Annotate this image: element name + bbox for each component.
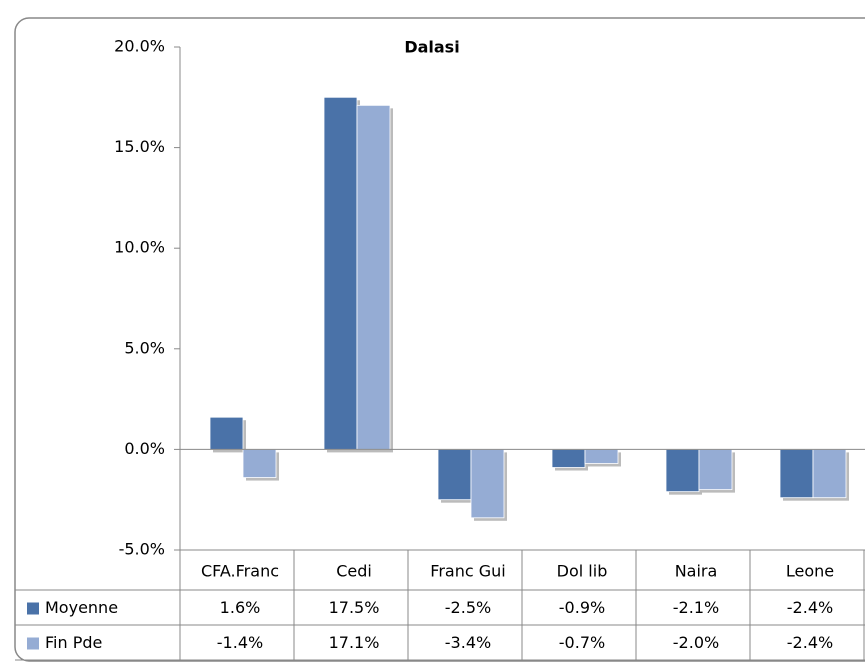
data-label: -2.0% (673, 633, 719, 652)
legend-label: Moyenne (45, 598, 118, 617)
bar (551, 448, 586, 468)
x-tick-label: Leone (786, 562, 834, 581)
legend-label: Fin Pde (45, 633, 102, 652)
bar (323, 96, 358, 450)
data-label: -0.9% (559, 598, 605, 617)
data-label: 17.5% (329, 598, 380, 617)
chart-frame (14, 17, 865, 662)
data-label: -3.4% (445, 633, 491, 652)
data-label: 17.1% (329, 633, 380, 652)
x-tick-label: Naira (675, 562, 718, 581)
legend-key (27, 637, 39, 650)
data-label: -2.4% (787, 633, 833, 652)
legend-key (27, 602, 39, 615)
y-tick-label: 10.0% (114, 238, 165, 257)
x-tick-label: Franc Gui (430, 562, 505, 581)
chart-title: Dalasi (404, 38, 459, 57)
bar (356, 104, 391, 450)
data-label: -2.4% (787, 598, 833, 617)
data-label: -2.1% (673, 598, 719, 617)
y-tick-label: 0.0% (124, 439, 165, 458)
y-tick-label: -5.0% (119, 540, 165, 559)
y-tick-label: 5.0% (124, 338, 165, 357)
data-label: 1.6% (220, 598, 261, 617)
bar (698, 448, 733, 491)
data-label: -0.7% (559, 633, 605, 652)
bar (779, 448, 814, 499)
data-label: -2.5% (445, 598, 491, 617)
bar (470, 448, 505, 519)
x-tick-label: Dol lib (557, 562, 608, 581)
bar (665, 448, 700, 493)
y-tick-label: 20.0% (114, 37, 165, 56)
bar (584, 448, 619, 464)
y-tick-label: 15.0% (114, 137, 165, 156)
x-tick-label: CFA.Franc (201, 562, 279, 581)
bar (242, 448, 277, 478)
bar (209, 416, 244, 450)
x-tick-label: Cedi (336, 562, 372, 581)
bar (437, 448, 472, 501)
data-label: -1.4% (217, 633, 263, 652)
bar (812, 448, 847, 499)
